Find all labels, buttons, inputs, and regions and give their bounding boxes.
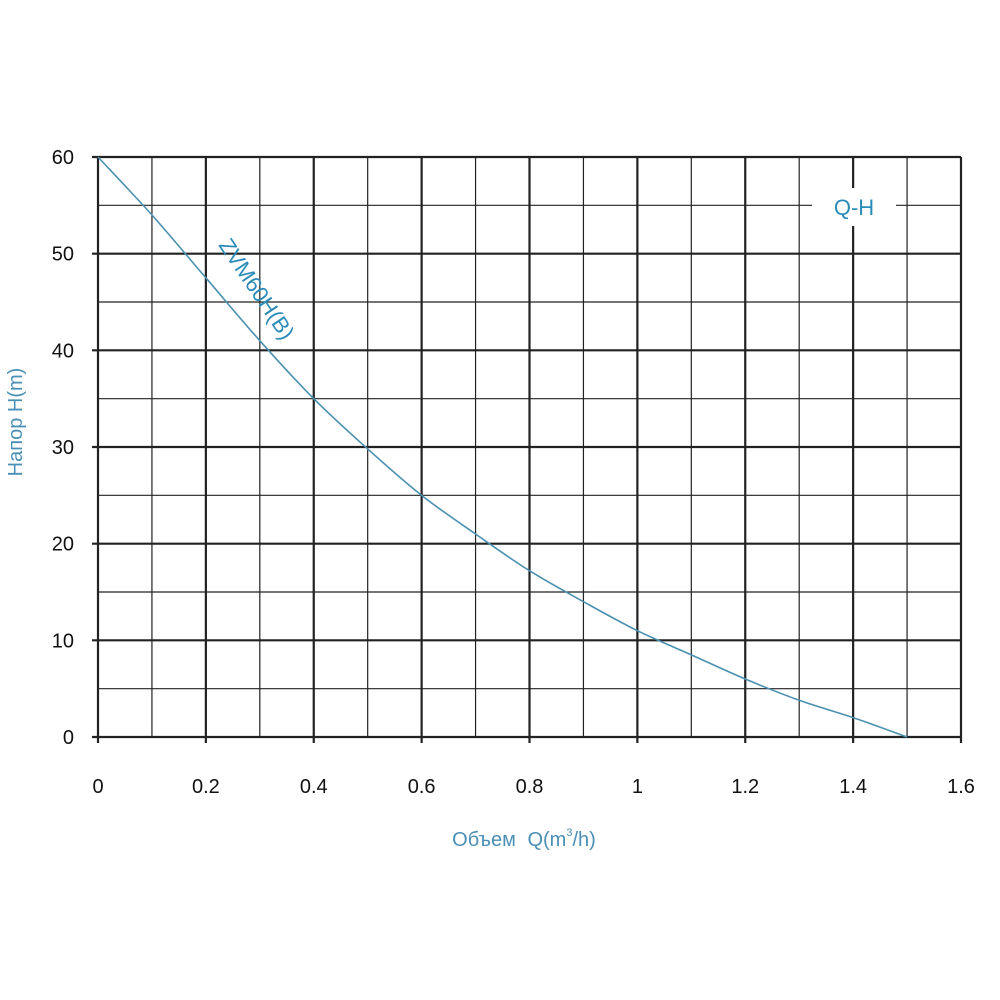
major-gridlines	[92, 155, 963, 743]
x-axis-label-tail: /h)	[572, 829, 595, 851]
y-tick-label: 30	[52, 437, 74, 459]
x-tick-label: 1.2	[731, 776, 759, 798]
x-tick-label: 0.8	[516, 776, 544, 798]
x-tick-label: 0.2	[192, 776, 220, 798]
x-tick-label: 1	[632, 776, 643, 798]
x-tick-labels: 0 0.2 0.4 0.6 0.8 1 1.2 1.4 1.6	[92, 776, 974, 798]
y-tick-label: 60	[52, 147, 74, 169]
y-axis-label: Напор H(m)	[5, 368, 27, 477]
x-axis-label-q: Q(m	[527, 829, 566, 851]
y-tick-label: 40	[52, 340, 74, 362]
y-tick-label: 0	[63, 727, 74, 749]
y-tick-label: 10	[52, 630, 74, 652]
annotation-background	[812, 188, 896, 226]
x-tick-label: 1.6	[947, 776, 975, 798]
x-axis-label: Объем Q(m3/h)	[452, 827, 596, 851]
x-tick-label: 0.6	[408, 776, 436, 798]
x-axis-label-sup: 3	[566, 827, 572, 839]
y-tick-label: 50	[52, 244, 74, 266]
y-tick-labels: 0 10 20 30 40 50 60	[52, 147, 74, 749]
y-tick-label: 20	[52, 534, 74, 556]
x-axis-label-main: Объем	[452, 829, 516, 851]
x-tick-label: 0	[92, 776, 103, 798]
series-line-zvm60h	[97, 156, 908, 738]
x-tick-label: 0.4	[300, 776, 328, 798]
x-tick-label: 1.4	[839, 776, 867, 798]
series-label: ZVM60H(B)	[214, 234, 300, 344]
annotation-q-h: Q-H	[834, 195, 874, 220]
